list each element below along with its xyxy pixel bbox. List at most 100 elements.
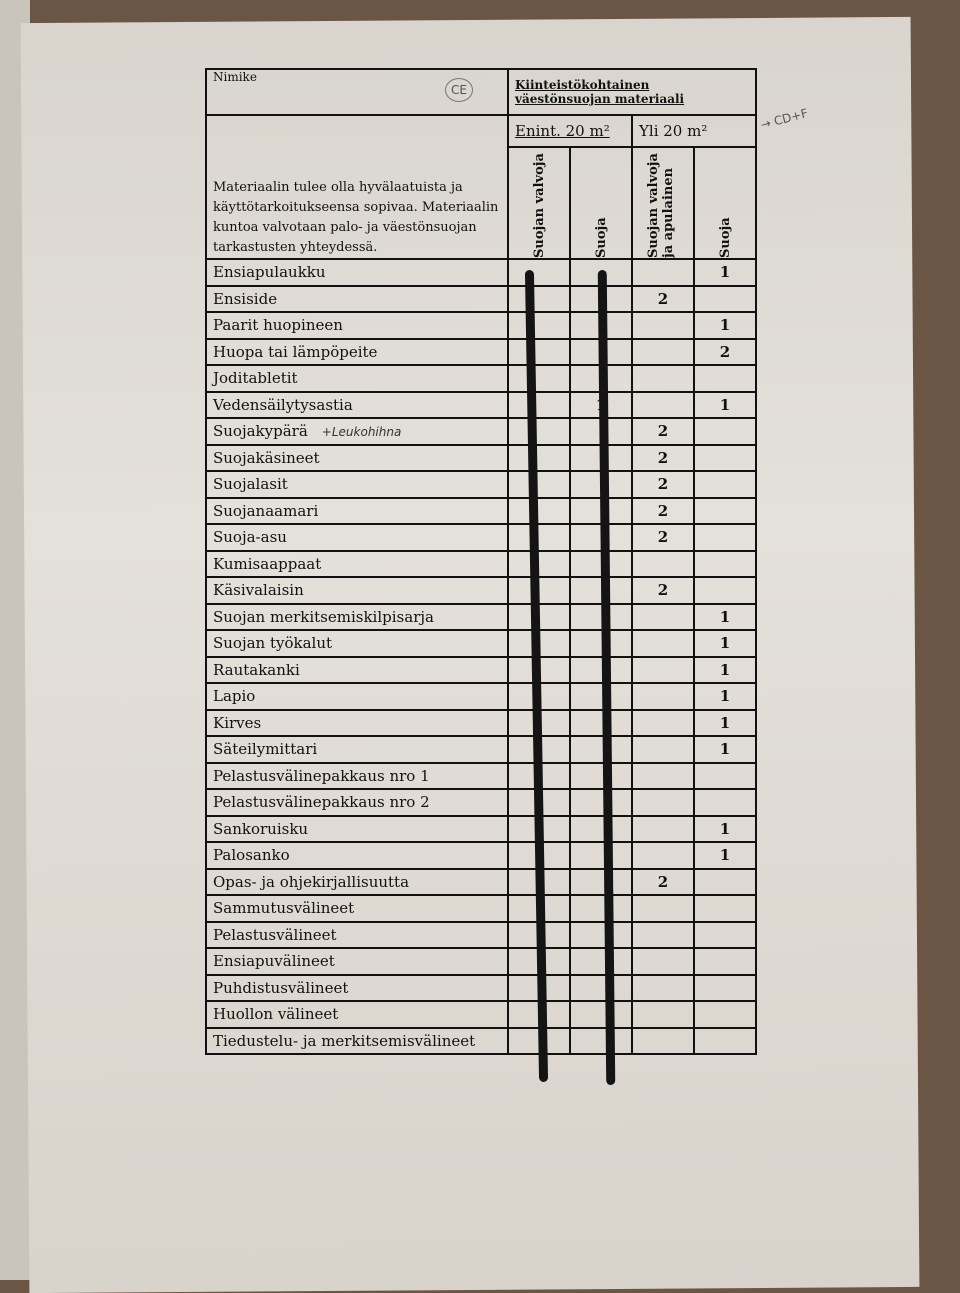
quantity-cell	[507, 311, 571, 340]
quantity-cell: 1	[693, 258, 757, 287]
table-row: Joditabletit	[205, 364, 757, 393]
table-row: Suojanaamari 2	[205, 496, 757, 525]
quantity-cell: 2	[693, 337, 757, 366]
size-large-header: Yli 20 m²	[631, 114, 757, 148]
quantity-cell	[569, 867, 633, 896]
quantity-cell	[569, 973, 633, 1002]
item-name: Ensiside	[213, 289, 278, 308]
table-row: Huollon välineet	[205, 1000, 757, 1029]
quantity-cell	[569, 708, 633, 737]
quantity-cell	[693, 973, 757, 1002]
quantity-cell	[631, 841, 695, 870]
item-name: Joditabletit	[213, 369, 298, 388]
quantity-cell	[569, 761, 633, 790]
quantity-cell: 1	[693, 682, 757, 711]
quantity-cell	[631, 814, 695, 843]
quantity-cell	[693, 443, 757, 472]
ce-annotation: CE	[445, 78, 473, 102]
quantity-cell	[693, 470, 757, 499]
quantity-cell	[693, 523, 757, 552]
quantity-cell	[569, 894, 633, 923]
table-row: Kirves 1	[205, 708, 757, 737]
quantity-cell	[569, 1000, 633, 1029]
table-row: Kumisaappaat	[205, 549, 757, 578]
quantity-cell	[693, 788, 757, 817]
quantity-cell	[631, 390, 695, 419]
quantity-cell	[631, 1026, 695, 1055]
table-row: Pelastusvälinepakkaus nro 2	[205, 788, 757, 817]
item-name: Kirves	[213, 713, 262, 732]
quantity-cell: 2	[631, 867, 695, 896]
table-row: Puhdistusvälineet	[205, 973, 757, 1002]
table-row: Suojakäsineet 2	[205, 443, 757, 472]
item-name: Ensiapuvälineet	[213, 952, 335, 971]
column-header: Suoja	[593, 217, 609, 258]
table-row: Säteilymittari 1	[205, 735, 757, 764]
quantity-cell	[507, 417, 571, 446]
quantity-cell	[693, 549, 757, 578]
quantity-cell	[631, 708, 695, 737]
item-name: Lapio	[213, 687, 256, 706]
table-row: Pelastusvälinepakkaus nro 1	[205, 761, 757, 790]
quantity-cell	[569, 682, 633, 711]
table-row: Käsivalaisin 2	[205, 576, 757, 605]
item-name: Sankoruisku	[213, 819, 309, 838]
quantity-cell	[569, 920, 633, 949]
table-row: Suojalasit 2	[205, 470, 757, 499]
item-name: Opas- ja ohjekirjallisuutta	[213, 872, 410, 891]
quantity-cell	[693, 1026, 757, 1055]
group-title: Kiinteistökohtainen väestönsuojan materi…	[507, 68, 757, 116]
quantity-cell	[507, 364, 571, 393]
quantity-cell	[693, 417, 757, 446]
quantity-cell	[507, 443, 571, 472]
item-name: Suojanaamari	[213, 501, 319, 520]
table-row: Sankoruisku 1	[205, 814, 757, 843]
quantity-cell	[631, 549, 695, 578]
quantity-cell	[631, 629, 695, 658]
column-header: Suoja	[717, 217, 733, 258]
quantity-cell: 2	[631, 284, 695, 313]
quantity-cell: 1	[693, 602, 757, 631]
quantity-cell	[631, 761, 695, 790]
quantity-cell: 1	[693, 708, 757, 737]
equipment-table: Nimike Kiinteistökohtainen väestönsuojan…	[205, 68, 757, 1055]
item-name: Suojakypärä	[213, 422, 308, 441]
item-name: Suoja-asu	[213, 528, 287, 547]
quantity-cell	[569, 1026, 633, 1055]
quantity-cell	[693, 284, 757, 313]
quantity-cell	[631, 602, 695, 631]
item-name: Säteilymittari	[213, 740, 318, 759]
quantity-cell	[507, 337, 571, 366]
item-name: Ensiapulaukku	[213, 263, 326, 282]
quantity-cell: 2	[631, 443, 695, 472]
quantity-cell	[507, 284, 571, 313]
quantity-cell	[693, 576, 757, 605]
quantity-cell: 1	[693, 629, 757, 658]
table-row: Suoja-asu 2	[205, 523, 757, 552]
item-name: Tiedustelu- ja merkitsemisvälineet	[213, 1031, 476, 1050]
quantity-cell	[631, 973, 695, 1002]
quantity-cell	[507, 258, 571, 287]
table-row: Palosanko 1	[205, 841, 757, 870]
quantity-cell	[693, 867, 757, 896]
quantity-cell	[569, 788, 633, 817]
quantity-cell	[631, 894, 695, 923]
quantity-cell	[569, 947, 633, 976]
table-row: Opas- ja ohjekirjallisuutta 2	[205, 867, 757, 896]
item-name: Suojakäsineet	[213, 448, 320, 467]
item-name: Suojan merkitsemiskilpisarja	[213, 607, 434, 626]
item-name: Rautakanki	[213, 660, 300, 679]
quantity-cell	[631, 364, 695, 393]
table-row: Lapio 1	[205, 682, 757, 711]
quantity-cell: 1	[693, 390, 757, 419]
quantity-cell	[507, 496, 571, 525]
quantity-cell	[693, 920, 757, 949]
item-name: Huollon välineet	[213, 1005, 339, 1024]
quantity-cell	[631, 788, 695, 817]
handwritten-note: +Leukohihna	[321, 425, 402, 440]
quantity-cell	[631, 311, 695, 340]
quantity-cell	[693, 761, 757, 790]
column-header: Suojan valvoja ja apulainen	[646, 153, 676, 258]
item-name: Käsivalaisin	[213, 581, 304, 600]
table-row: Pelastusvälineet	[205, 920, 757, 949]
